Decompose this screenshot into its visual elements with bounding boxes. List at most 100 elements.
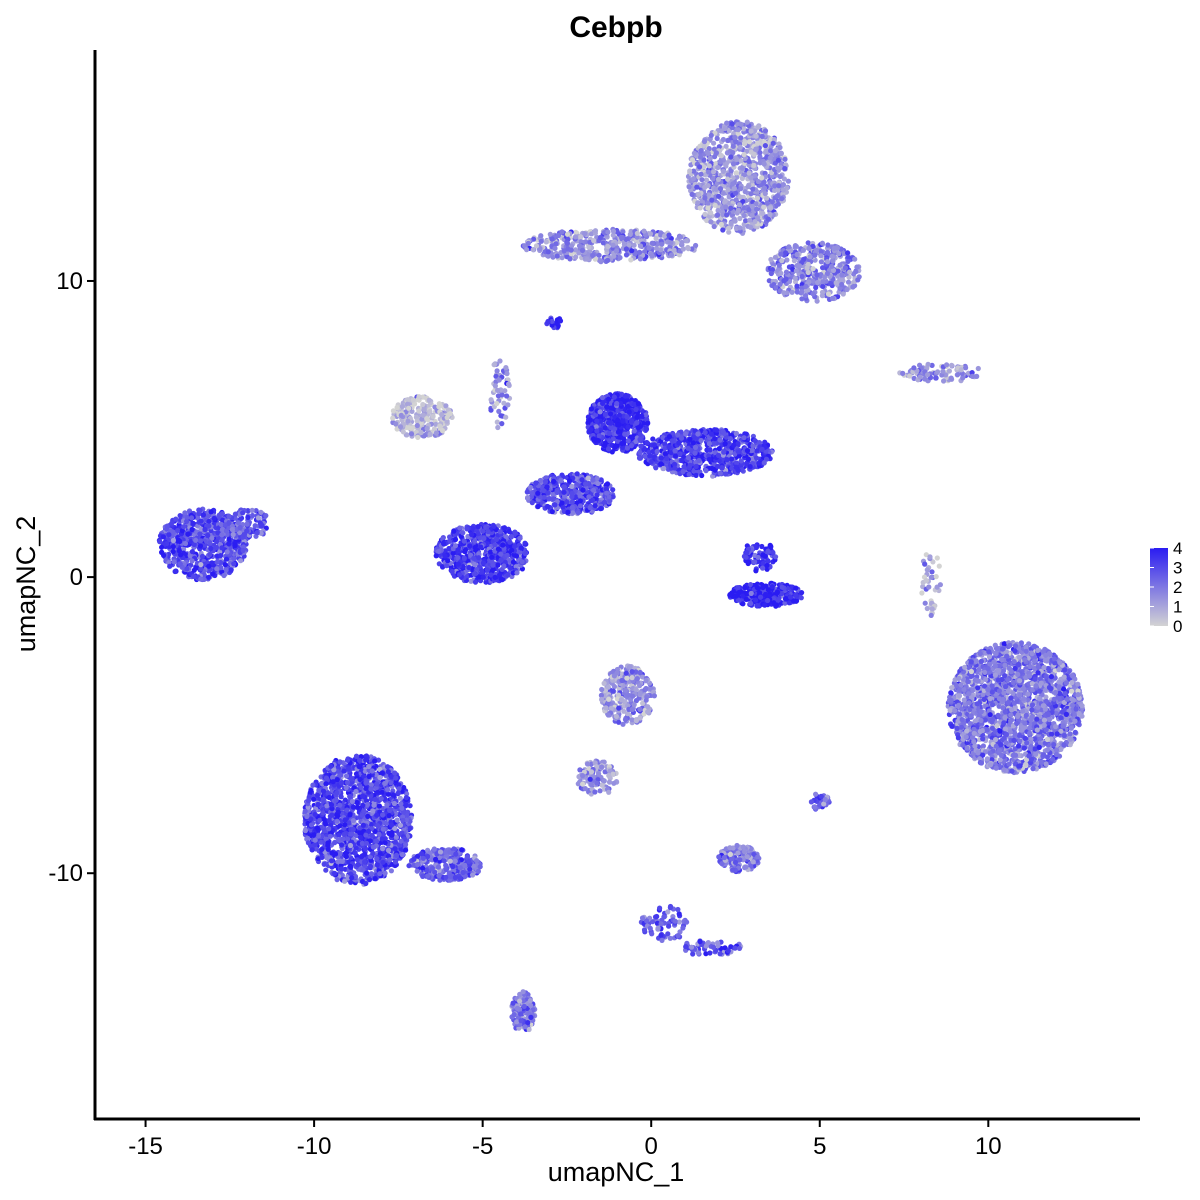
cell-point	[738, 135, 744, 141]
cell-point	[552, 502, 558, 508]
cell-point	[726, 229, 732, 235]
cell-point	[535, 503, 541, 510]
cell-point	[749, 203, 756, 209]
cell-point	[480, 528, 486, 534]
cell-point	[510, 559, 517, 565]
cell-point	[524, 247, 530, 253]
cell-point	[755, 215, 761, 221]
cell-point	[495, 393, 501, 399]
cell-point	[796, 263, 803, 269]
cell-point	[676, 440, 682, 446]
cell-point	[480, 574, 486, 580]
cell-point	[853, 269, 859, 275]
cell-point	[505, 402, 511, 408]
cell-point	[489, 554, 495, 560]
cell-point	[543, 239, 549, 245]
cell-point	[753, 133, 759, 139]
cell-point	[594, 418, 600, 424]
cell-point	[535, 490, 541, 496]
cell-point	[173, 516, 179, 522]
cell-point	[507, 539, 513, 545]
cell-point	[427, 431, 433, 437]
cell-point	[191, 567, 197, 573]
cell-point	[623, 252, 630, 258]
cell-point	[702, 211, 708, 217]
cell-point	[707, 447, 713, 453]
cell-point	[737, 144, 743, 150]
cell-point	[740, 198, 746, 204]
cell-point	[559, 500, 565, 506]
cell-point	[805, 269, 811, 276]
cell-point	[558, 477, 564, 483]
cell-point	[820, 283, 826, 289]
cell-point	[737, 215, 743, 222]
cell-point	[567, 256, 573, 262]
cell-point	[551, 478, 557, 484]
cell-point	[433, 430, 439, 436]
cell-point	[694, 184, 700, 190]
cell-point	[720, 227, 726, 233]
cell-point	[737, 194, 744, 200]
cell-cluster	[544, 315, 564, 331]
cell-point	[725, 225, 732, 231]
cell-point	[748, 175, 754, 181]
cell-point	[729, 125, 735, 131]
cell-point	[452, 543, 459, 549]
cell-point	[685, 445, 691, 451]
cell-point	[741, 213, 747, 219]
cell-point	[710, 176, 716, 182]
cell-point	[765, 216, 772, 222]
cell-point	[748, 224, 754, 230]
cell-point	[738, 458, 744, 464]
cell-point	[517, 535, 523, 541]
cell-point	[735, 127, 741, 133]
cell-point	[559, 229, 565, 235]
cell-point	[633, 406, 639, 413]
cell-point	[416, 394, 422, 400]
cell-point	[611, 394, 618, 400]
cell-point	[789, 289, 795, 295]
cell-point	[692, 444, 699, 450]
cell-point	[948, 375, 954, 381]
cell-point	[605, 229, 611, 235]
cell-point	[715, 212, 721, 218]
cell-point	[669, 438, 675, 444]
cell-point	[653, 235, 659, 242]
cell-point	[941, 378, 947, 384]
cell-point	[724, 212, 730, 218]
cell-point	[625, 438, 631, 444]
cell-point	[491, 523, 497, 530]
cell-point	[917, 374, 923, 380]
cell-point	[503, 365, 509, 371]
cell-point	[503, 414, 509, 420]
cell-point	[629, 248, 635, 254]
cell-point	[738, 121, 744, 127]
cell-point	[637, 449, 643, 456]
cell-point	[746, 207, 752, 213]
cell-point	[569, 483, 575, 489]
cell-point	[780, 187, 787, 193]
cell-point	[799, 273, 805, 280]
cell-point	[768, 148, 774, 154]
cell-point	[845, 279, 852, 285]
cell-point	[618, 234, 625, 240]
cell-point	[676, 252, 683, 258]
cell-point	[654, 448, 660, 454]
cell-point	[593, 437, 599, 443]
cell-point	[584, 256, 590, 262]
cell-point	[436, 404, 442, 410]
cell-point	[693, 463, 699, 470]
cell-point	[737, 225, 743, 231]
cell-point	[779, 196, 785, 202]
cell-point	[646, 245, 652, 251]
cell-point	[821, 274, 828, 280]
cell-point	[755, 140, 761, 146]
cell-point	[696, 457, 702, 464]
cell-point	[530, 247, 536, 253]
cell-point	[733, 430, 740, 437]
cell-point	[782, 166, 788, 172]
cell-point	[814, 272, 820, 278]
cell-point	[420, 401, 426, 408]
cell-point	[495, 546, 501, 552]
